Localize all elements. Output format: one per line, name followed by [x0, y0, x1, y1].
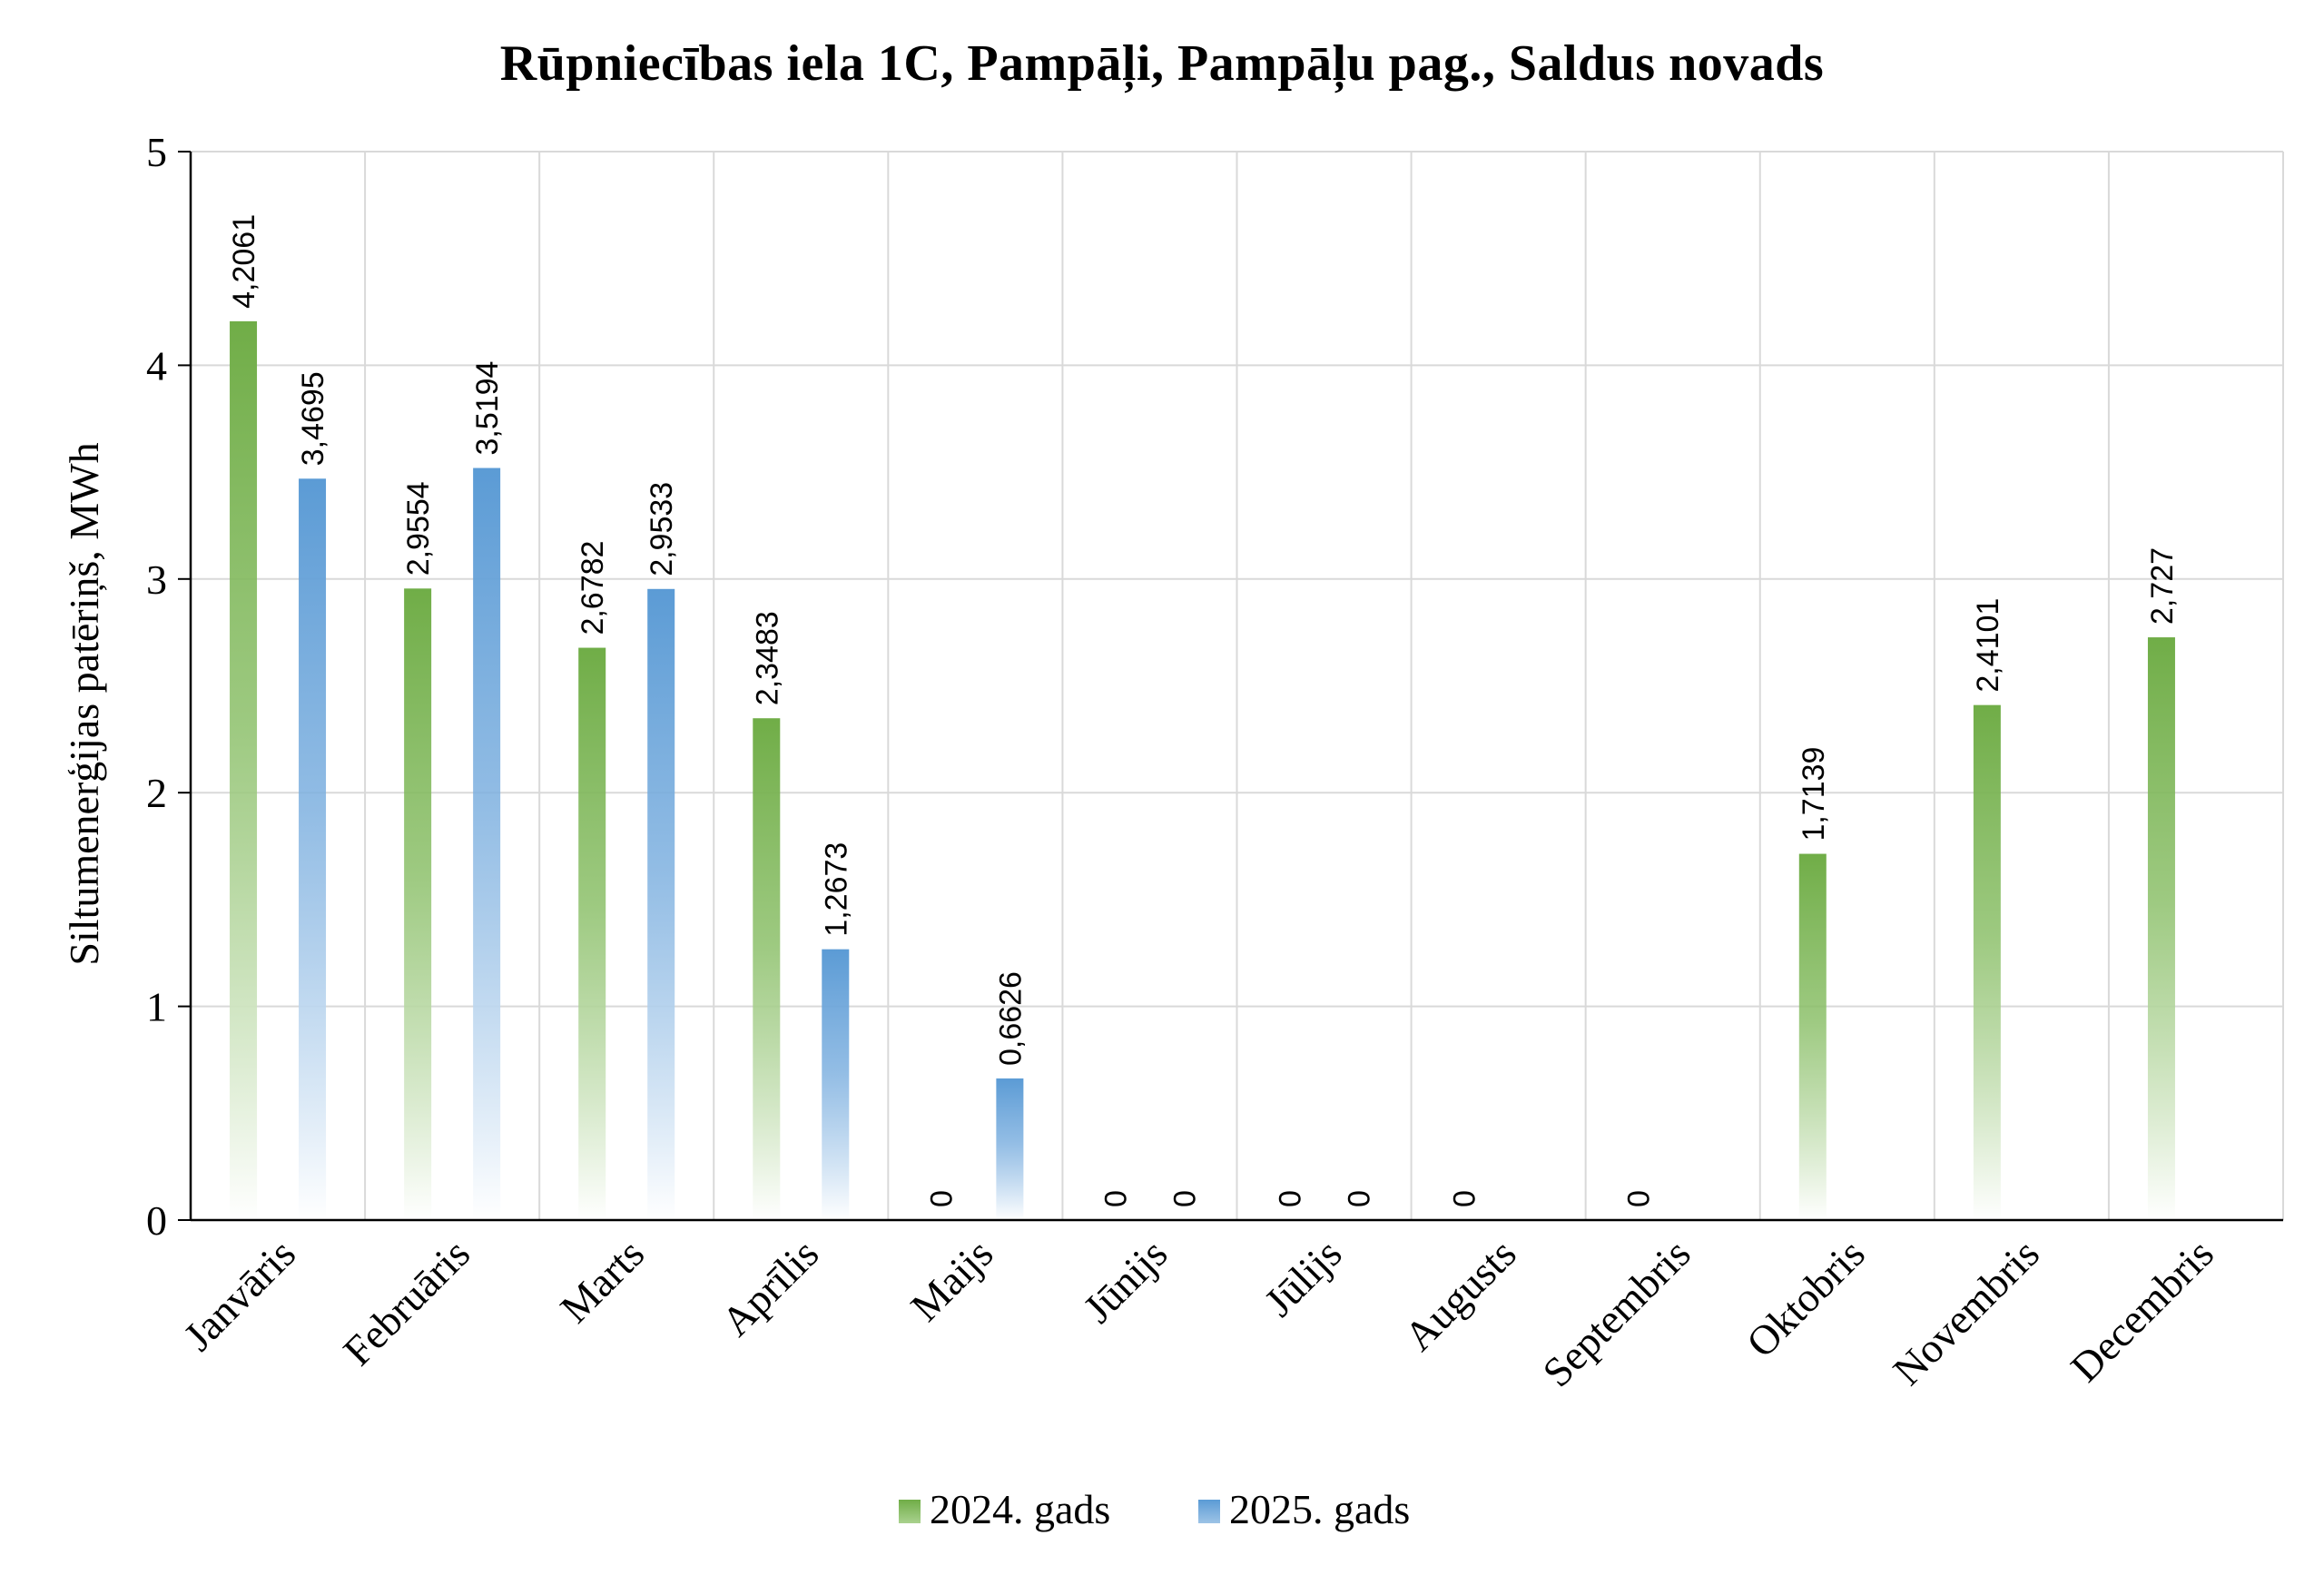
y-tick-label: 3	[146, 556, 167, 603]
labels-layer: 4,2061 2,9554 2,6782 2,3483 0 0 0 0 0 1,7139 2,410…	[227, 214, 2180, 1207]
y-tick-label: 5	[146, 129, 167, 175]
bar-2024	[404, 588, 432, 1220]
y-tick-label: 1	[146, 984, 167, 1030]
data-label: 0,6626	[993, 971, 1028, 1066]
bar-2025	[996, 1078, 1024, 1220]
data-label: 0	[1274, 1190, 1308, 1207]
bar-2024	[2147, 637, 2175, 1220]
data-label: 0	[1448, 1190, 1482, 1207]
data-label: 2,6782	[576, 541, 610, 635]
x-category-label: Aprīlis	[713, 1230, 827, 1344]
data-label: 2,727	[2145, 547, 2180, 625]
data-label: 2,9533	[645, 482, 679, 576]
y-tick-label: 2	[146, 770, 167, 816]
bar-2024	[578, 647, 606, 1220]
y-tick-label: 4	[146, 342, 167, 389]
grid-layer	[191, 151, 2284, 1220]
x-category-label: Maijs	[901, 1230, 1001, 1330]
bar-2025	[822, 949, 850, 1220]
data-label: 1,2673	[819, 842, 853, 937]
data-label: 0	[924, 1190, 959, 1207]
x-category-label: Janvāris	[174, 1230, 304, 1360]
data-label: 0	[1167, 1190, 1202, 1207]
y-axis-title: Siltumenerģijas patēriņš, MWh	[61, 442, 107, 965]
data-label: 0	[1098, 1190, 1133, 1207]
x-category-label: Decembris	[2062, 1230, 2222, 1391]
data-label: 0	[1622, 1190, 1657, 1207]
data-label: 2,4101	[1971, 598, 2005, 693]
legend-swatch-2025	[1198, 1500, 1220, 1523]
x-category-label: Septembris	[1533, 1230, 1699, 1395]
data-label: 1,7139	[1797, 747, 1831, 842]
x-category-label: Jūlijs	[1256, 1230, 1351, 1325]
y-tick-label: 0	[146, 1197, 167, 1244]
legend-label-2025: 2025. gads	[1229, 1486, 1410, 1532]
x-category-label: Oktobris	[1738, 1230, 1874, 1366]
bar-2024	[1973, 704, 2001, 1220]
data-label: 2,9554	[401, 481, 436, 576]
legend: 2024. gads 2025. gads	[899, 1486, 1410, 1532]
data-label: 4,2061	[227, 214, 261, 309]
bar-2024	[753, 718, 781, 1220]
x-category-label: Februāris	[334, 1230, 478, 1374]
bar-2024	[230, 320, 258, 1221]
bar-2025	[647, 588, 675, 1220]
bar-2025	[473, 468, 501, 1220]
bar-2024	[1798, 853, 1827, 1220]
data-label: 2,3483	[750, 611, 784, 705]
x-category-label: Marts	[551, 1230, 653, 1332]
bar-2025	[299, 478, 327, 1220]
chart-title: Rūpniecības iela 1C, Pampāļi, Pampāļu pa…	[499, 35, 1825, 92]
data-label: 0	[1343, 1190, 1377, 1207]
x-category-label: Jūnijs	[1075, 1230, 1177, 1332]
x-category-label: Novembris	[1884, 1230, 2048, 1394]
x-category-label: Augusts	[1395, 1230, 1525, 1360]
legend-label-2024: 2024. gads	[930, 1486, 1110, 1532]
data-label: 3,5194	[470, 361, 505, 456]
legend-swatch-2024	[899, 1500, 921, 1523]
bars-layer	[230, 320, 2175, 1221]
data-label: 3,4695	[296, 371, 330, 466]
